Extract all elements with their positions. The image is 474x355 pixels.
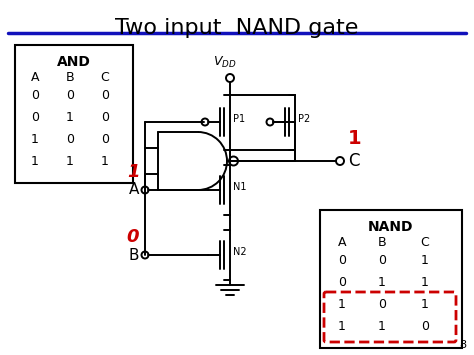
Bar	[15, 45, 133, 183]
Text: 0: 0	[31, 111, 39, 124]
Text: 0: 0	[421, 320, 429, 333]
Text: 1: 1	[421, 298, 429, 311]
Text: 1: 1	[101, 155, 109, 168]
Text: $V_{DD}$: $V_{DD}$	[213, 55, 237, 70]
Text: A: A	[31, 71, 39, 84]
Text: 0: 0	[338, 254, 346, 267]
Bar	[320, 210, 462, 348]
Text: 1: 1	[338, 298, 346, 311]
Text: 8: 8	[459, 340, 466, 350]
Text: A: A	[128, 182, 139, 197]
Text: 0: 0	[31, 89, 39, 102]
Text: C: C	[348, 152, 359, 170]
Text: 0: 0	[378, 298, 386, 311]
Text: P2: P2	[298, 114, 310, 124]
Text: B: B	[378, 236, 386, 249]
Text: 1: 1	[66, 155, 74, 168]
Text: 0: 0	[101, 89, 109, 102]
Text: N2: N2	[233, 247, 246, 257]
Text: 0: 0	[66, 89, 74, 102]
Text: 1: 1	[31, 133, 39, 146]
Text: 0: 0	[338, 276, 346, 289]
Text: 1: 1	[338, 320, 346, 333]
Text: C: C	[100, 71, 109, 84]
Text: B: B	[66, 71, 74, 84]
Text: 0: 0	[66, 133, 74, 146]
Text: 1: 1	[378, 320, 386, 333]
Text: B: B	[128, 247, 139, 262]
Text: 1: 1	[66, 111, 74, 124]
Text: 1: 1	[127, 163, 139, 181]
Text: N1: N1	[233, 182, 246, 192]
Text: 0: 0	[127, 228, 139, 246]
Text: AND: AND	[57, 55, 91, 69]
Text: 1: 1	[31, 155, 39, 168]
Text: C: C	[420, 236, 429, 249]
Text: 1: 1	[378, 276, 386, 289]
Text: 0: 0	[378, 254, 386, 267]
Text: Two input  NAND gate: Two input NAND gate	[115, 18, 359, 38]
Text: P1: P1	[233, 114, 245, 124]
Text: NAND: NAND	[368, 220, 414, 234]
Text: 0: 0	[101, 111, 109, 124]
Text: A: A	[338, 236, 346, 249]
Text: 1: 1	[421, 254, 429, 267]
Text: 1: 1	[421, 276, 429, 289]
Text: 1: 1	[348, 130, 362, 148]
Text: 0: 0	[101, 133, 109, 146]
